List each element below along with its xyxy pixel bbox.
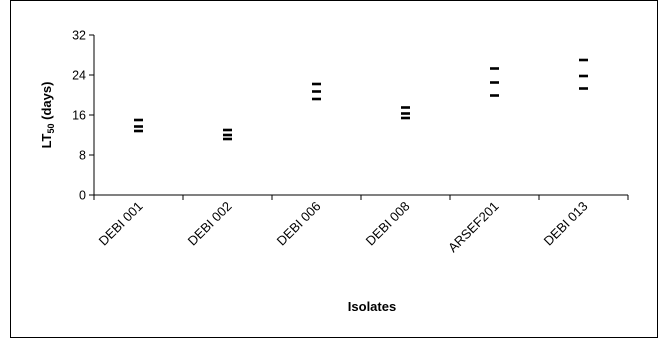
y-axis-title-tail: (days) <box>39 82 54 124</box>
y-tick-label: 0 <box>79 189 86 203</box>
y-tick-label: 8 <box>79 149 86 163</box>
y-tick-label: 16 <box>72 109 86 123</box>
y-axis: 0 8 16 24 32 <box>72 29 95 203</box>
y-tick-labels: 0 8 16 24 32 <box>72 29 86 203</box>
x-axis-title: Isolates <box>348 299 396 314</box>
chart-border <box>10 0 658 338</box>
y-tick-label: 32 <box>72 29 86 43</box>
y-axis-title-subscript: 50 <box>46 123 56 133</box>
y-tick-label: 24 <box>72 69 86 83</box>
data-markers <box>134 58 588 141</box>
y-tick-marks <box>89 34 94 196</box>
y-axis-title: LT50 (days) <box>39 82 56 149</box>
x-tick-marks <box>93 195 629 200</box>
y-axis-title-main: LT <box>39 133 54 148</box>
